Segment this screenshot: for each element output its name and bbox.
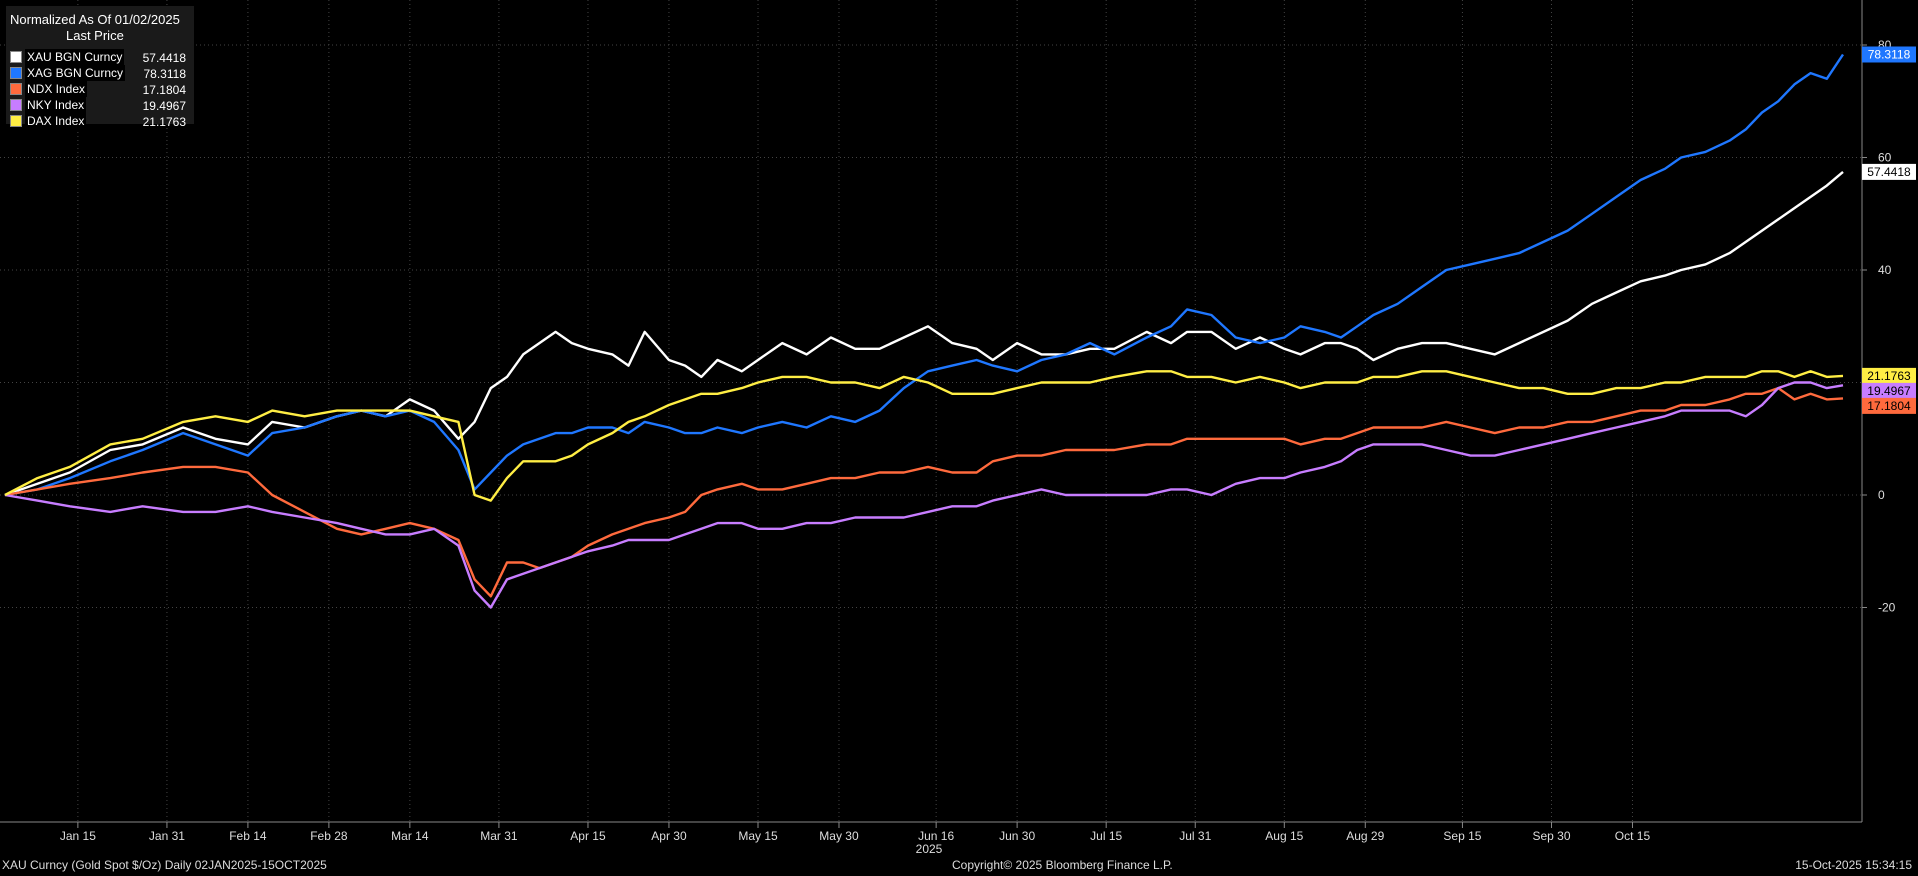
x-tick-label: Apr 30 (651, 829, 687, 843)
footer-copyright: Copyright© 2025 Bloomberg Finance L.P. (952, 858, 1173, 872)
legend-entry: XAU BGN Curncy (10, 49, 125, 65)
last-value-badge (1862, 46, 1916, 63)
x-tick-label: Jul 15 (1090, 829, 1122, 843)
last-value-label: 19.4967 (1867, 384, 1911, 398)
legend-swatch (10, 115, 22, 127)
x-tick-label: Mar 31 (480, 829, 518, 843)
x-tick-label: Mar 14 (391, 829, 429, 843)
x-tick-label: Sep 15 (1443, 829, 1481, 843)
x-tick-label: Aug 29 (1346, 829, 1384, 843)
x-tick-label: Oct 15 (1615, 829, 1651, 843)
last-value-label: 78.3118 (1868, 47, 1911, 61)
x-tick-label: May 15 (738, 829, 778, 843)
last-value-badge (1862, 163, 1916, 180)
last-value-badge (1862, 397, 1916, 414)
legend-value: 21.1763 (142, 115, 186, 129)
series-line (4, 370, 1844, 502)
series-line (4, 170, 1844, 497)
legend-name: XAG BGN Curncy (25, 65, 126, 81)
legend-value: 17.1804 (142, 83, 186, 97)
grid (0, 0, 1862, 822)
last-value-label: 57.4418 (1867, 165, 1911, 179)
x-tick-label: Apr 15 (570, 829, 606, 843)
last-value-badge (1862, 382, 1916, 399)
footer-left: XAU Curncy (Gold Spot $/Oz) Daily 02JAN2… (2, 858, 327, 872)
legend-entry: DAX Index (10, 113, 87, 129)
x-tick-label: Jan 15 (60, 829, 96, 843)
legend-name: NDX Index (25, 81, 88, 97)
legend-swatch (10, 51, 22, 63)
x-tick-label: May 30 (819, 829, 859, 843)
y-tick-label: 40 (1878, 263, 1892, 277)
last-value-label: 21.1763 (1867, 369, 1911, 383)
x-tick-label: Jun 30 (999, 829, 1035, 843)
legend-name: DAX Index (25, 113, 87, 129)
legend-value: 19.4967 (142, 99, 186, 113)
footer-timestamp: 15-Oct-2025 15:34:15 (1795, 858, 1912, 872)
x-tick-label: Feb 14 (229, 829, 267, 843)
legend-value: 57.4418 (142, 51, 186, 65)
legend-entry: NKY Index (10, 97, 87, 113)
legend-value: 78.3118 (143, 67, 187, 81)
legend-swatch (10, 83, 22, 95)
x-axis-label: 2025 (916, 842, 943, 856)
legend-entry: NDX Index (10, 81, 88, 97)
y-tick-label: -20 (1878, 601, 1896, 615)
x-axis: Jan 15 Jan 31 Feb 14 Feb 28 Mar 14 Mar 31 Apr … (0, 821, 1862, 843)
series-line (4, 381, 1844, 609)
last-value-label: 17.1804 (1867, 399, 1911, 413)
legend-subtitle: Last Price (66, 28, 124, 43)
y-tick-label: 60 (1878, 151, 1892, 165)
series-line (4, 386, 1844, 598)
series-lines (4, 53, 1844, 609)
last-value-badge (1862, 367, 1916, 384)
y-tick-label: 0 (1878, 488, 1885, 502)
x-tick-label: Aug 15 (1265, 829, 1303, 843)
legend-name: XAU BGN Curncy (25, 49, 125, 65)
series-line (4, 53, 1844, 497)
legend: Normalized As Of 01/02/2025 Last Price X… (6, 6, 194, 129)
legend-name: NKY Index (25, 97, 87, 113)
x-tick-label: Jan 31 (149, 829, 185, 843)
legend-title: Normalized As Of 01/02/2025 (10, 12, 180, 27)
legend-swatch (10, 67, 22, 79)
x-tick-label: Jul 31 (1179, 829, 1211, 843)
x-tick-label: Feb 28 (310, 829, 348, 843)
legend-swatch (10, 99, 22, 111)
legend-entry: XAG BGN Curncy (10, 65, 126, 81)
x-tick-label: Sep 30 (1532, 829, 1570, 843)
x-tick-label: Jun 16 (918, 829, 954, 843)
